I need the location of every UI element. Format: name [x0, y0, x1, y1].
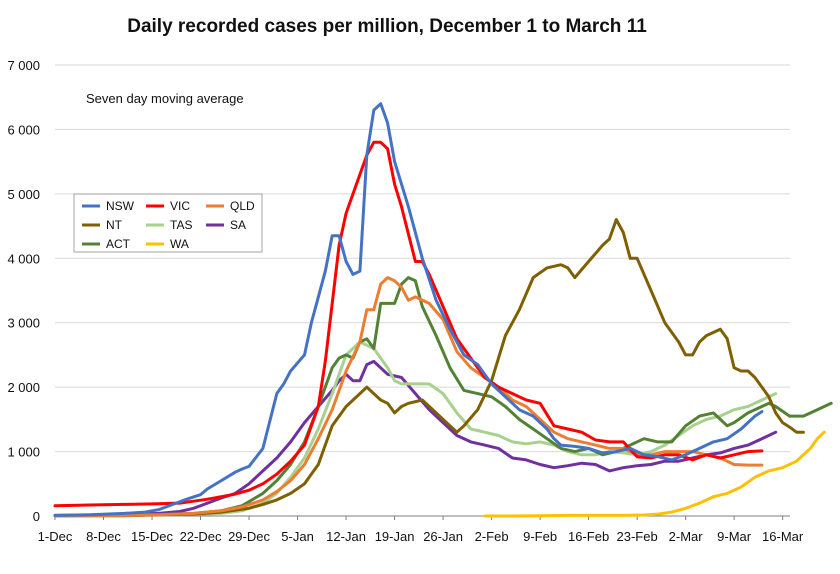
x-tick-label: 19-Jan [375, 529, 415, 544]
series-line-tas [53, 340, 778, 518]
series-line-nt [53, 218, 805, 518]
legend-label-sa: SA [230, 218, 246, 232]
x-tick-label: 2-Mar [669, 529, 704, 544]
x-tick-label: 15-Dec [131, 529, 173, 544]
series-line-wa [483, 430, 826, 518]
x-tick-label: 26-Jan [423, 529, 463, 544]
x-tick-label: 2-Feb [475, 529, 509, 544]
y-tick-label: 3 000 [7, 316, 40, 331]
y-tick-label: 2 000 [7, 380, 40, 395]
series-line-sa [53, 359, 778, 517]
legend-label-act: ACT [106, 237, 131, 251]
x-axis-ticks: 1-Dec 8-Dec 15-Dec 22-Dec 29-Dec 5-Jan 12-Jan 1… [38, 516, 804, 544]
legend-label-wa: WA [170, 237, 189, 251]
moving-average-annotation: Seven day moving average [86, 91, 244, 106]
x-tick-label: 1-Dec [38, 529, 73, 544]
y-tick-label: 1 000 [7, 445, 40, 460]
series-group [53, 102, 833, 518]
legend-label-vic: VIC [170, 199, 190, 213]
x-tick-label: 12-Jan [326, 529, 366, 544]
x-tick-label: 22-Dec [180, 529, 222, 544]
y-tick-label: 7 000 [7, 58, 40, 73]
x-tick-label: 16-Feb [568, 529, 609, 544]
x-tick-label: 9-Mar [717, 529, 752, 544]
y-tick-label: 4 000 [7, 251, 40, 266]
series-line-nsw [53, 102, 764, 517]
x-tick-label: 23-Feb [617, 529, 658, 544]
y-axis-ticks: 0 1 000 2 000 3 000 4 000 5 000 6 000 7 000 [7, 58, 40, 524]
legend: NSW VIC QLD NT TAS SA ACT WA [73, 193, 263, 253]
series-line-qld [53, 276, 764, 518]
x-tick-label: 5-Jan [281, 529, 314, 544]
series-line-vic [53, 140, 764, 508]
x-tick-label: 8-Dec [86, 529, 121, 544]
legend-label-nt: NT [106, 218, 123, 232]
legend-box [73, 193, 263, 253]
x-tick-label: 16-Mar [762, 529, 804, 544]
legend-label-tas: TAS [170, 218, 192, 232]
y-tick-label: 6 000 [7, 122, 40, 137]
y-tick-label: 0 [33, 509, 40, 524]
x-tick-label: 29-Dec [228, 529, 270, 544]
chart-title: Daily recorded cases per million, Decemb… [127, 16, 647, 37]
y-tick-label: 5 000 [7, 187, 40, 202]
legend-label-qld: QLD [230, 199, 255, 213]
x-tick-label: 9-Feb [523, 529, 557, 544]
legend-label-nsw: NSW [106, 199, 135, 213]
